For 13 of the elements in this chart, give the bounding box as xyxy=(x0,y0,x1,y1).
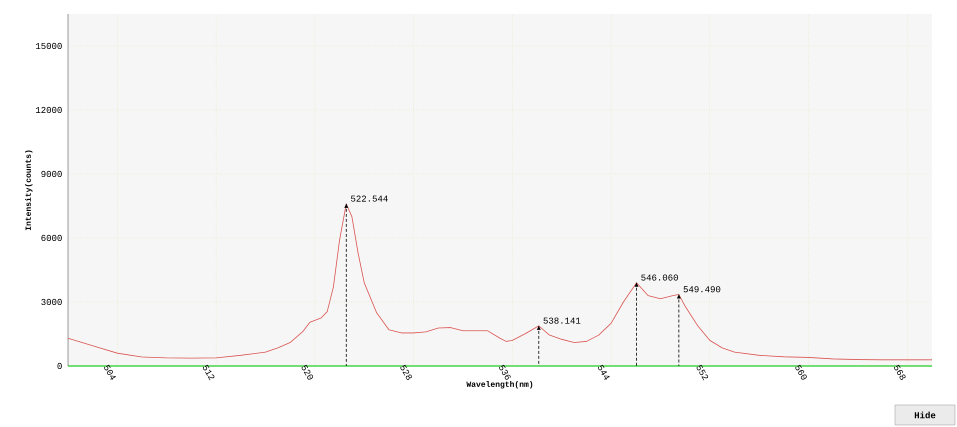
y-tick-label: 9000 xyxy=(41,170,62,178)
y-tick-label: 15000 xyxy=(36,42,62,50)
x-axis-title: Wavelength(nm) xyxy=(466,381,532,389)
y-tick-label: 3000 xyxy=(41,298,62,306)
y-tick-label: 0 xyxy=(57,362,62,370)
y-axis-title: Intensity(counts) xyxy=(25,150,32,230)
annotation: 522.544 xyxy=(351,196,388,202)
y-tick-label: 12000 xyxy=(36,106,62,114)
annotation: 538.141 xyxy=(544,318,580,324)
annotation: 549.490 xyxy=(684,286,720,292)
annotation: 546.060 xyxy=(641,274,678,281)
y-tick-label: 6000 xyxy=(41,234,62,242)
text: Hide xyxy=(914,412,936,418)
